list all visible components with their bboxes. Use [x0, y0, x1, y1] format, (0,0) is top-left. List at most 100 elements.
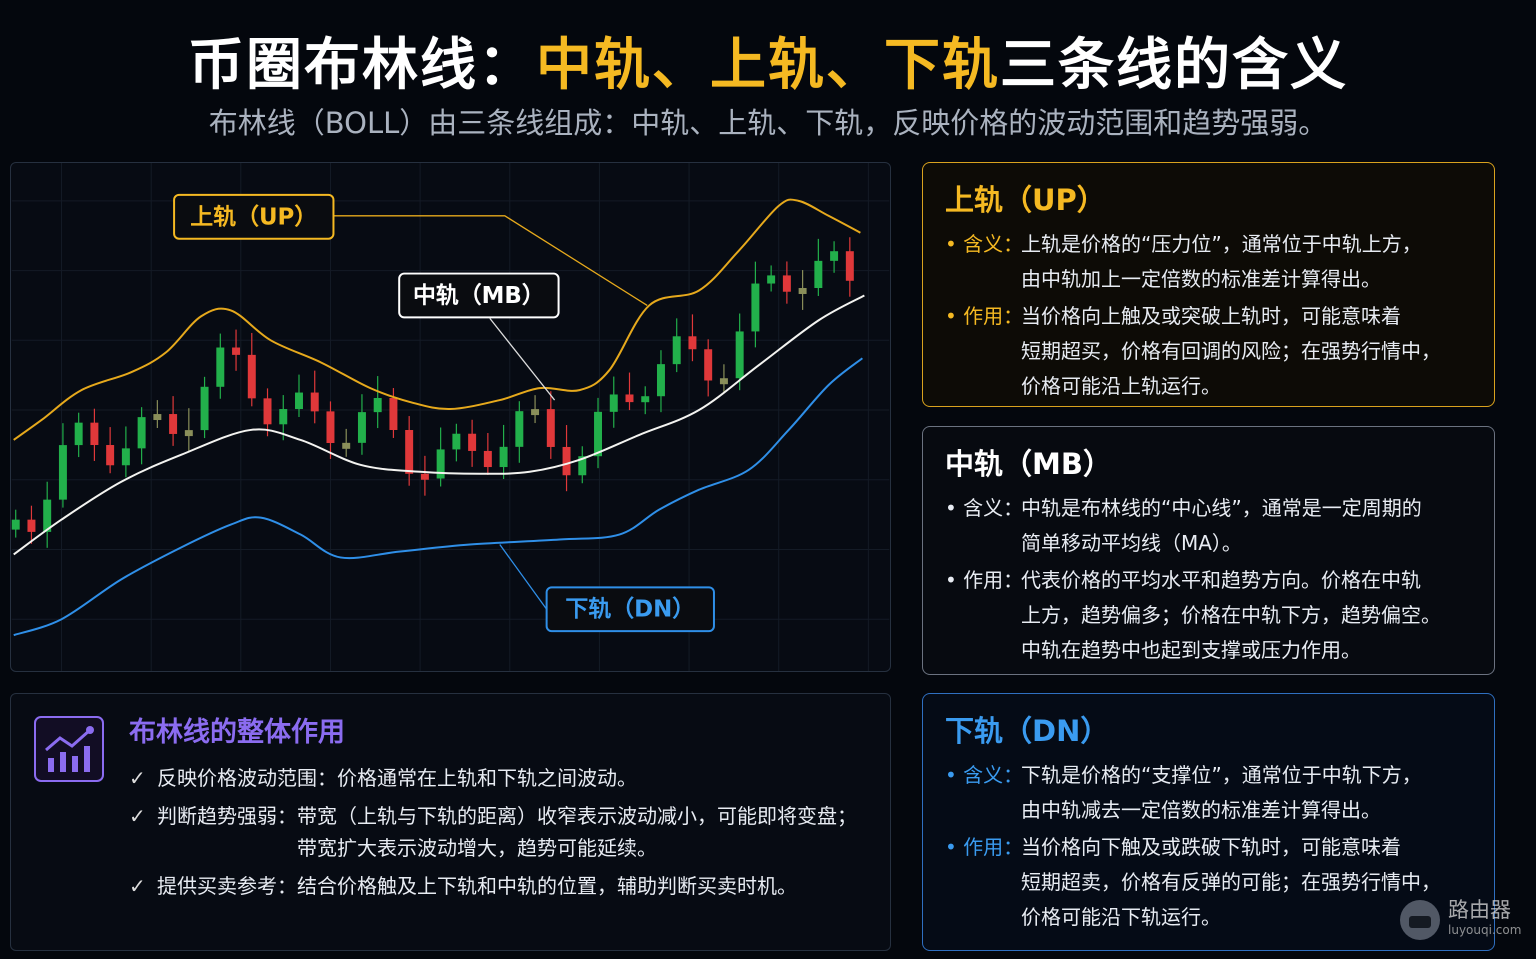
watermark: 路由器 luyouqi.com [1398, 898, 1521, 942]
label-text: 含义： [963, 496, 1024, 520]
card: 中轨（MB） • 含义： 中轨是布林线的“中心线”，通常是一定周期的 简单移动平均线（… [922, 426, 1495, 675]
candle-body [814, 260, 823, 289]
candle-body [751, 283, 760, 332]
watermark-text: 路由器 luyouqi.com [1448, 900, 1521, 940]
candle-body [27, 519, 36, 532]
summary-icon [34, 716, 104, 782]
candle-body [625, 394, 634, 403]
text-line: 价格可能沿下轨运行。 [1021, 905, 1221, 929]
candle-body [436, 449, 445, 479]
text-line: 价格通常在上轨和下轨之间波动。 [337, 766, 637, 790]
item-lines: 当价格向下触及或跌破下轨时，可能意味着短期超卖，价格有反弹的可能；在强势行情中，… [1021, 830, 1441, 935]
check: ✓ [129, 766, 146, 790]
candle-body [405, 429, 414, 474]
check: ✓ [129, 874, 146, 898]
text-line: 简单移动平均线（MA）。 [1021, 531, 1242, 555]
text-line: 短期超卖，价格有反弹的可能；在强势行情中， [1021, 870, 1441, 894]
candle-body [43, 499, 52, 532]
candle-body [594, 411, 603, 457]
band-label: 下轨（DN） [565, 596, 695, 623]
candle-body [279, 409, 288, 425]
item-lines: 上轨是价格的“压力位”，通常位于中轨上方， 由中轨加上一定倍数的标准差计算得出。 [1021, 227, 1422, 297]
candle-body [609, 394, 618, 412]
summary-item: ✓ 提供买卖参考： 结合价格触及上下轨和中轨的位置，辅助判断买卖时机。 [129, 870, 857, 902]
candle-body [169, 414, 178, 434]
candle-body [58, 445, 67, 500]
candle-body [373, 397, 382, 413]
card-title: 中轨（MB） [945, 447, 1112, 481]
label-text: 含义： [963, 232, 1024, 256]
bullet: • [945, 496, 964, 520]
candle-body [656, 364, 665, 397]
candle-body [310, 392, 319, 412]
connector [333, 215, 648, 306]
label-text: 作用： [963, 835, 1024, 859]
candle-body [357, 412, 366, 443]
candle-body [830, 251, 839, 261]
upper-band [13, 198, 861, 441]
item-label: • 作用： [945, 830, 1024, 935]
connector [489, 317, 556, 401]
bullet: • [945, 763, 964, 787]
candle-body [452, 433, 461, 450]
subtitle: 布林线（BOLL）由三条线组成：中轨、上轨、下轨，反映价格的波动范围和趋势强弱。 [208, 106, 1328, 140]
card: 下轨（DN） • 含义： 下轨是价格的“支撑位”，通常位于中轨下方， 由中轨减去一定倍… [922, 693, 1495, 951]
candle-body [515, 411, 524, 447]
text-line: 上轨是价格的“压力位”，通常位于中轨上方， [1021, 232, 1422, 256]
item-lines: 结合价格触及上下轨和中轨的位置，辅助判断买卖时机。 [297, 870, 797, 902]
card-item: • 含义： 下轨是价格的“支撑位”，通常位于中轨下方， 由中轨减去一定倍数的标准差计… [945, 758, 1494, 828]
candle-body [688, 336, 697, 350]
bullet: • [945, 568, 964, 592]
label-text: 含义： [963, 763, 1024, 787]
candles [11, 237, 854, 548]
card: 上轨（UP） • 含义： 上轨是价格的“压力位”，通常位于中轨上方， 由中轨加上一定倍… [922, 162, 1495, 407]
middle-band [13, 294, 865, 556]
item-label: • 含义： [945, 758, 1024, 828]
grid [11, 163, 890, 671]
watermark-name: 路由器 [1448, 898, 1511, 922]
text-line: 中轨是布林线的“中心线”，通常是一定周期的 [1021, 496, 1422, 520]
item-label: 判断趋势强弱： [157, 804, 297, 828]
text-line: 当价格向下触及或跌破下轨时，可能意味着 [1021, 835, 1401, 859]
summary-list: ✓ 反映价格波动范围： 价格通常在上轨和下轨之间波动。 ✓ 判断趋势强弱： 带宽（上轨与下… [129, 762, 857, 908]
candle-body [798, 288, 807, 294]
candle-body [121, 448, 130, 466]
candle-body [137, 417, 146, 449]
label-box [398, 272, 560, 319]
check: ✓ [129, 804, 146, 828]
card-item: • 含义： 上轨是价格的“压力位”，通常位于中轨上方， 由中轨加上一定倍数的标准差计… [945, 227, 1494, 297]
text-line: 下轨是价格的“支撑位”，通常位于中轨下方， [1021, 763, 1422, 787]
summary-title: 布林线的整体作用 [129, 717, 345, 748]
candle-body [11, 519, 20, 530]
band-label: 上轨（UP） [190, 203, 317, 230]
card-item: • 作用： 当价格向下触及或跌破下轨时，可能意味着短期超卖，价格有反弹的可能；在强… [945, 830, 1494, 935]
candle-body [247, 354, 256, 399]
candle-body [562, 446, 571, 476]
text-line: 上方，趋势偏多；价格在中轨下方，趋势偏空。 [1021, 603, 1441, 627]
candle-body [263, 398, 272, 425]
item-label: 提供买卖参考： [157, 874, 297, 898]
title: 币圈布林线：中轨、上轨、下轨三条线的含义 [0, 20, 1536, 101]
candle-body [420, 473, 429, 480]
item-lines: 下轨是价格的“支撑位”，通常位于中轨下方， 由中轨减去一定倍数的标准差计算得出。 [1021, 758, 1422, 828]
candle-body [468, 433, 477, 451]
label-box [173, 193, 335, 240]
candle-body [389, 397, 398, 430]
card-title: 下轨（DN） [945, 714, 1110, 748]
item-label: • 作用： [945, 563, 1023, 668]
text-line: 结合价格触及上下轨和中轨的位置，辅助判断买卖时机。 [297, 874, 797, 898]
item-label: • 含义： [945, 491, 1024, 561]
item-lines: 代表价格的平均水平和趋势方向。价格在中轨 上方，趋势偏多；价格在中轨下方，趋势偏空… [1021, 563, 1441, 668]
connector [499, 544, 548, 610]
candle-body [546, 409, 555, 447]
candle-body [531, 409, 540, 416]
text-line: 由中轨减去一定倍数的标准差计算得出。 [1021, 798, 1381, 822]
card-title: 上轨（UP） [945, 183, 1106, 217]
text-line: 带宽扩大表示波动增大，趋势可能延续。 [297, 836, 657, 860]
bullet: • [945, 835, 964, 859]
summary-item: ✓ 反映价格波动范围： 价格通常在上轨和下轨之间波动。 [129, 762, 857, 794]
candle-body [90, 422, 99, 446]
candle-body [578, 456, 587, 476]
candle-body [845, 251, 854, 281]
text-line: 由中轨加上一定倍数的标准差计算得出。 [1021, 267, 1381, 291]
